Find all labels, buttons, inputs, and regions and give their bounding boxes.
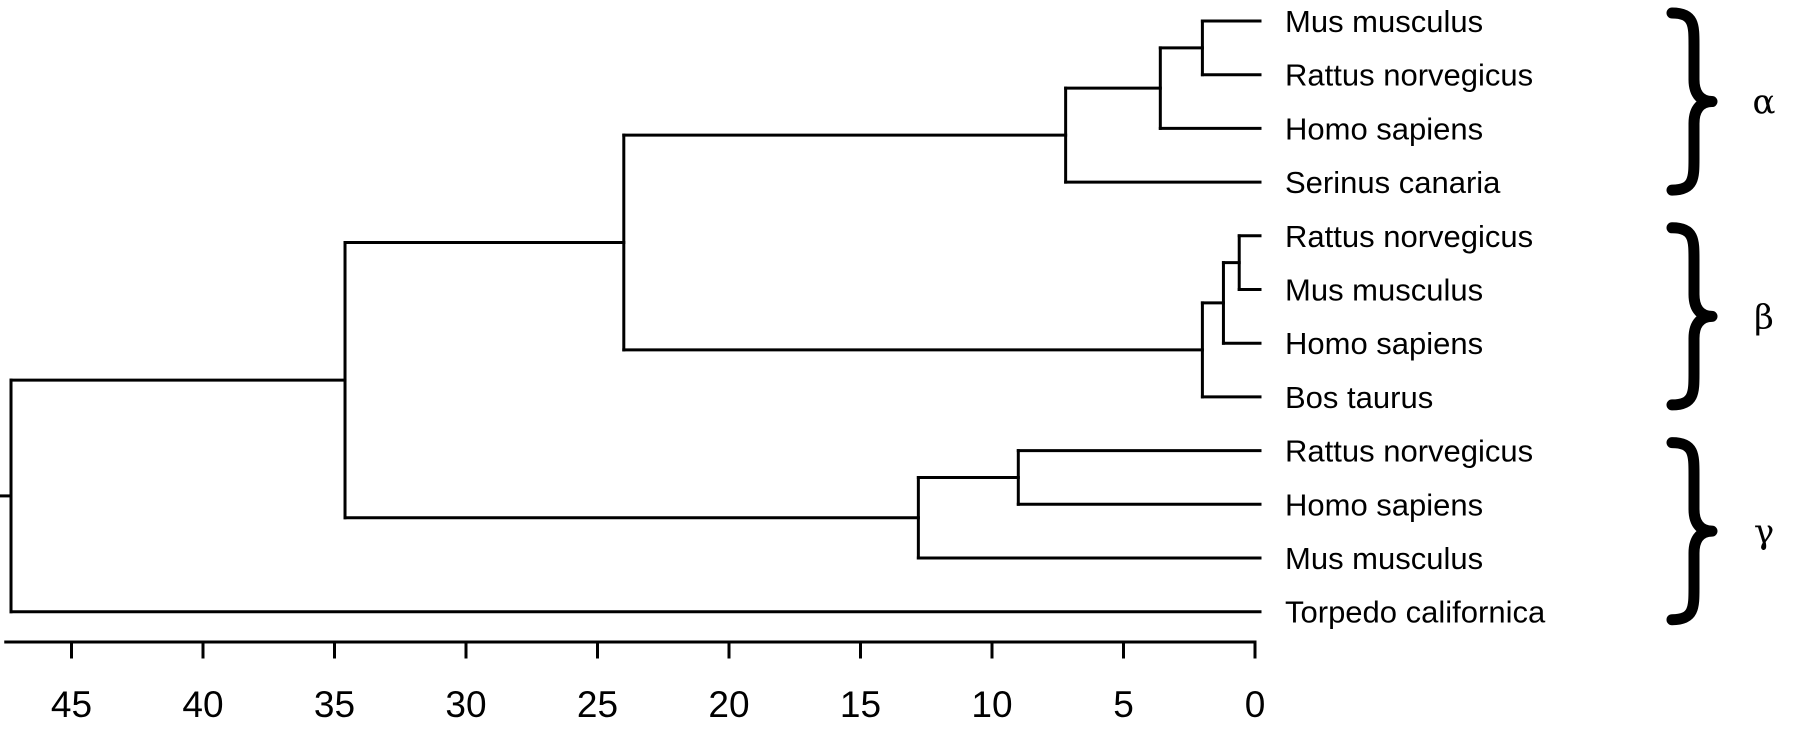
x-tick-label: 5 xyxy=(1113,684,1134,725)
leaf-label: Homo sapiens xyxy=(1285,111,1483,146)
group-bracket xyxy=(1666,437,1718,626)
x-axis: 45 40 35 30 25 20 15 10 5 0 xyxy=(4,640,1266,725)
x-tick-label: 40 xyxy=(182,684,223,725)
x-tick-label: 0 xyxy=(1245,684,1266,725)
x-tick-label: 15 xyxy=(840,684,881,725)
leaf-label: Mus musculus xyxy=(1285,4,1483,39)
leaf-label: Homo sapiens xyxy=(1285,487,1483,522)
x-tick-label: 30 xyxy=(445,684,486,725)
leaf-label: Homo sapiens xyxy=(1285,326,1483,361)
leaf-label: Mus musculus xyxy=(1285,541,1483,576)
x-tick-label: 25 xyxy=(577,684,618,725)
leaf-label: Rattus norvegicus xyxy=(1285,58,1533,93)
group-label: γ xyxy=(1754,512,1774,552)
group-bracket xyxy=(1666,222,1718,411)
leaf-labels: Mus musculus Rattus norvegicus Homo sapien… xyxy=(1285,4,1546,630)
leaf-label: Mus musculus xyxy=(1285,273,1483,308)
leaf-label: Torpedo californica xyxy=(1285,595,1546,630)
group-label: β xyxy=(1754,297,1774,337)
leaf-label: Rattus norvegicus xyxy=(1285,434,1533,469)
leaf-label: Serinus canaria xyxy=(1285,165,1501,200)
leaf-label: Bos taurus xyxy=(1285,380,1433,415)
x-tick-label: 45 xyxy=(51,684,92,725)
x-tick-label: 20 xyxy=(708,684,749,725)
x-tick-label: 10 xyxy=(971,684,1012,725)
group-brackets: α β γ xyxy=(1666,7,1776,626)
group-label: α xyxy=(1753,83,1776,123)
x-tick-label: 35 xyxy=(314,684,355,725)
leaf-label: Rattus norvegicus xyxy=(1285,219,1533,254)
dendrogram-branches xyxy=(0,19,1262,614)
group-bracket xyxy=(1666,7,1718,196)
